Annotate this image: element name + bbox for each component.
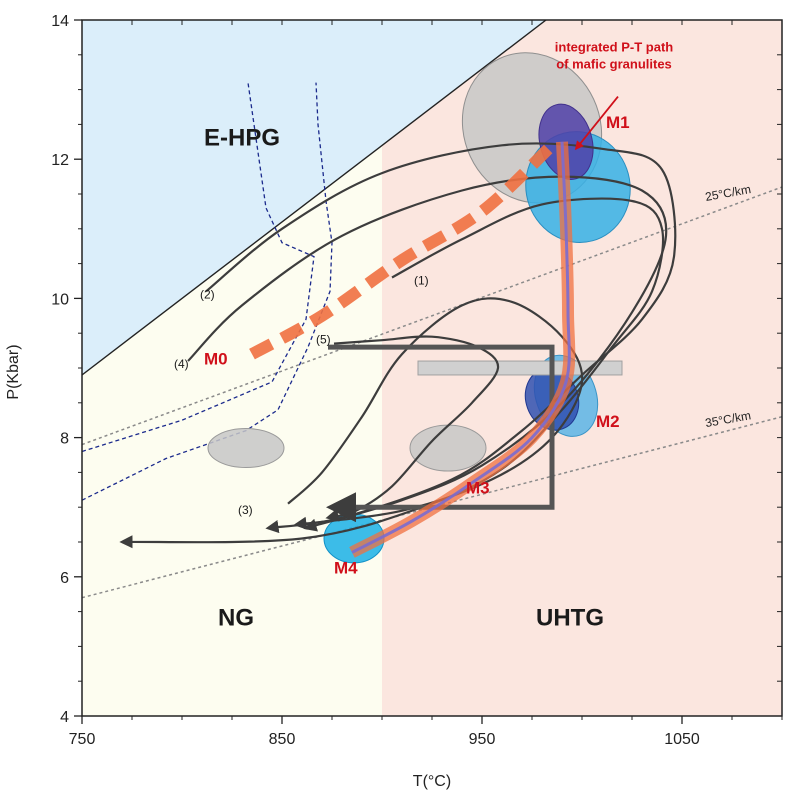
pt-paths [119,142,677,549]
y-tick-label-10: 10 [51,291,69,308]
pt-path-5 [325,335,500,522]
ellipse-2 [207,428,285,469]
y-tick-label-12: 12 [51,152,69,169]
stage-label-m1: M1 [606,113,630,132]
stage-label-m4: M4 [334,558,358,577]
path-label-2: (2) [200,287,215,301]
y-tick-label-14: 14 [51,13,69,30]
annotation-arrow [574,95,619,151]
pt-path-1 [119,197,665,549]
y-tick-label-8: 8 [60,431,69,448]
x-tick-label-950: 950 [469,731,496,748]
path-label-5: (5) [316,333,331,347]
y-tick-label-6: 6 [60,570,69,587]
axes: 750 850 950 1050 4 6 8 10 12 14 [51,13,783,748]
blue-dashed-line-1 [82,82,315,453]
stage-label-m3: M3 [466,478,490,497]
x-tick-label-750: 750 [69,731,96,748]
pt-path-4 [187,175,668,532]
integrated-path-title-line-1: integrated P-T path [555,39,674,54]
field-label-e-hpg: E-HPG [204,124,280,151]
path-label-3: (3) [238,503,253,517]
y-axis-label: P(Kbar) [5,344,22,399]
pt-path-2 [205,142,677,534]
integrated-path [249,95,619,558]
geotherm-line-1 [82,186,782,446]
integrated-path-title-line-2: of mafic granulites [556,56,672,71]
x-tick-label-850: 850 [269,731,296,748]
x-axis-label: T(°C) [413,773,451,790]
integrated-path-core [351,141,571,554]
ellipse-1 [409,424,487,472]
stage-label-m2: M2 [596,412,620,431]
field-label-uhtg: UHTG [536,605,604,632]
y-tick-label-4: 4 [60,709,69,726]
path-label-1: (1) [414,273,429,287]
e-hpg-boundary-line [82,20,547,376]
x-tick-label-1050: 1050 [664,731,700,748]
field-label-ng: NG [218,605,254,632]
path-label-4: (4) [174,357,189,371]
stage-label-m0: M0 [204,350,228,369]
integrated-path-m0-m1 [249,140,557,360]
